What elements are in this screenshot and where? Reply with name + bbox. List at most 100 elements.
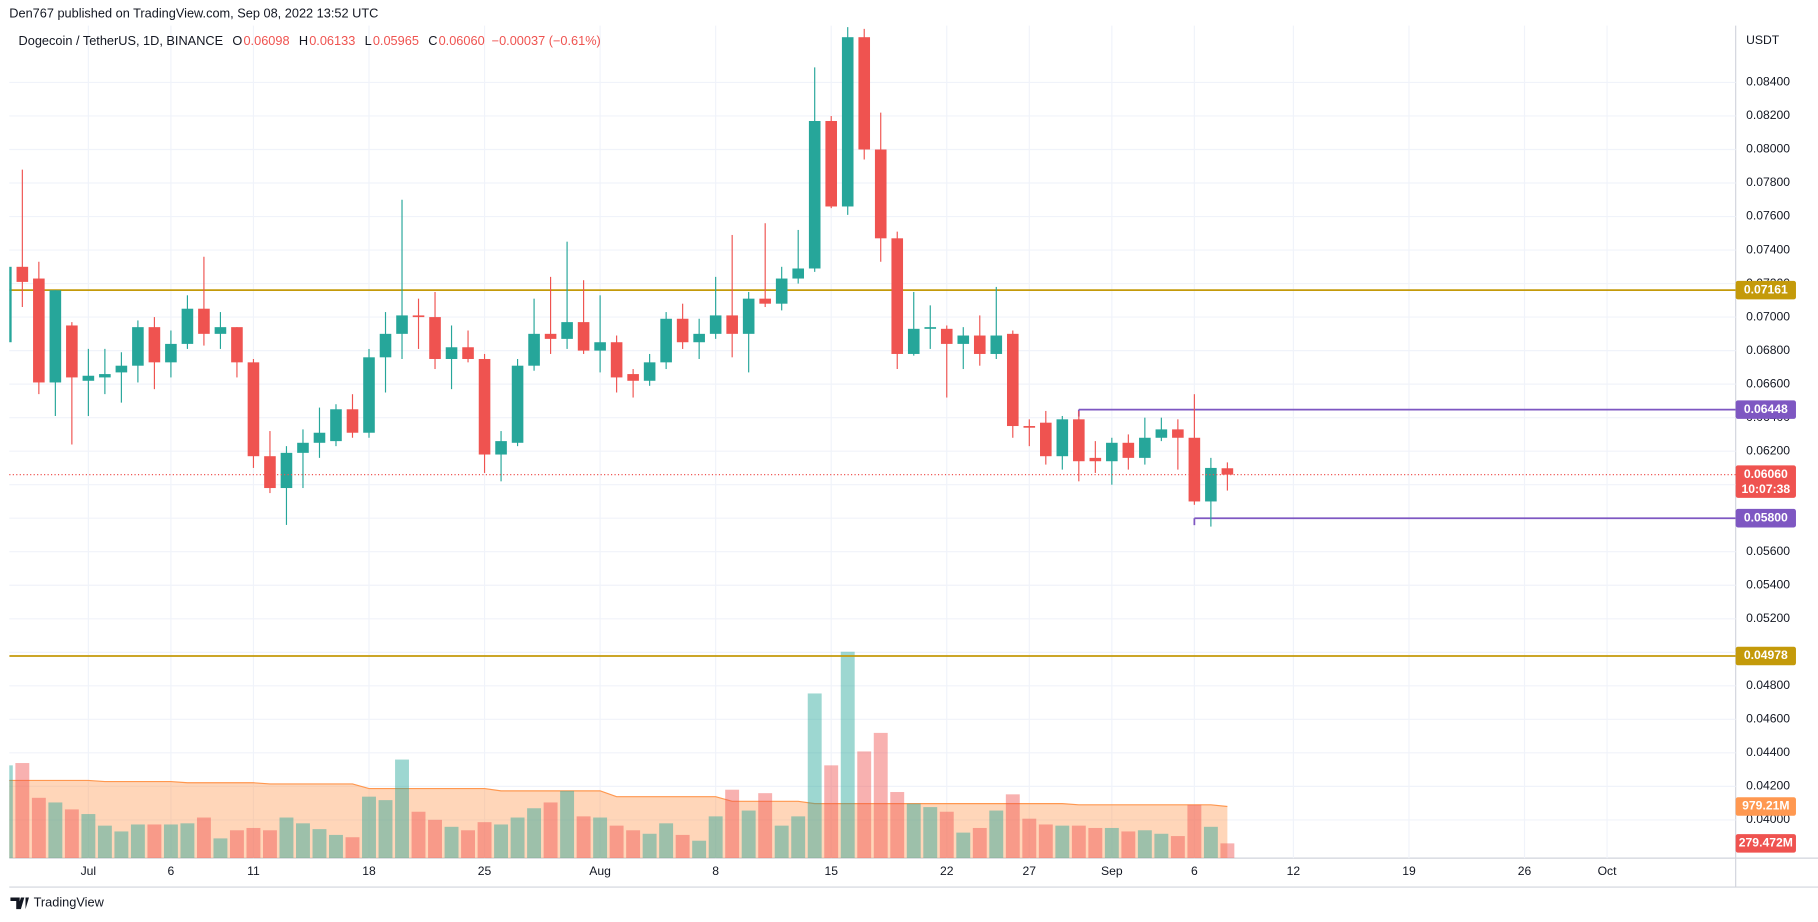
candle-body [280, 452, 293, 489]
volume-bar [130, 824, 145, 859]
candle-body [231, 327, 243, 363]
level-label: 0.06448 [1744, 402, 1788, 416]
candle-body [726, 315, 738, 334]
x-tick-label: 6 [168, 864, 175, 878]
volume-bar [428, 819, 442, 859]
volume-bar [857, 751, 872, 859]
volume-bar [1203, 826, 1218, 859]
volume-bar [642, 833, 657, 859]
y-tick-label: 0.04200 [1746, 779, 1790, 793]
volume-bar [593, 817, 608, 859]
x-tick-label: Sep [1101, 864, 1123, 878]
candle-body [891, 238, 904, 354]
volume-bar [1104, 827, 1119, 859]
volume-bar [196, 817, 211, 859]
candle-body [693, 333, 705, 343]
volume-bar [890, 792, 905, 859]
legend-item: L [365, 33, 372, 48]
volume-bar [923, 807, 938, 859]
candle-body [841, 37, 854, 207]
candle-body [577, 322, 590, 351]
volume-bar [81, 814, 96, 859]
x-tick-label: 12 [1287, 864, 1301, 878]
level-label-box [1735, 508, 1796, 528]
candle-body [264, 456, 276, 489]
y-tick-label: 0.08000 [1746, 142, 1790, 156]
candle-body [792, 268, 804, 279]
candle-body [594, 342, 606, 351]
level-label: 0.05800 [1744, 510, 1788, 524]
candle-body [115, 365, 128, 373]
volume-bar [147, 824, 162, 859]
legend: Dogecoin / TetherUS, 1D, BINANCE O0.06098… [19, 33, 601, 48]
candle-body [363, 357, 375, 433]
candle-body [709, 315, 722, 334]
volume-bar [675, 834, 690, 859]
volume-bar [1121, 831, 1136, 859]
volume-bar [1005, 794, 1020, 859]
level-label: 0.04978 [1744, 648, 1788, 662]
legend-item: 0.06133 [309, 33, 355, 48]
candle-body [132, 327, 144, 366]
legend-item: −0.00037 (−0.61%) [492, 33, 601, 48]
candle-body [214, 327, 227, 334]
candle-body [973, 335, 986, 354]
level-label-box [1735, 280, 1796, 300]
candle-body [561, 322, 573, 339]
candle-body [660, 318, 672, 363]
candle-body [82, 375, 95, 381]
candle-body [445, 347, 458, 359]
candle-body [9, 266, 12, 343]
publisher: Den767 published on TradingView.com, Sep… [9, 5, 378, 20]
candle-body [957, 335, 970, 344]
y-tick-label: 0.07000 [1746, 309, 1790, 323]
candle-body [1089, 457, 1102, 462]
candle-body [396, 315, 408, 334]
candle-body [759, 298, 771, 304]
volume-bar [758, 793, 773, 859]
volume-bar [97, 825, 112, 859]
legend-item: Dogecoin / TetherUS, 1D, BINANCE [19, 33, 224, 48]
volume-bar [477, 822, 492, 859]
x-tick-label: 15 [824, 864, 838, 878]
volume-bar [1154, 833, 1169, 859]
x-tick-label: 22 [940, 864, 954, 878]
candle-body [330, 409, 342, 442]
volume-bar [15, 763, 30, 859]
volume-bar [1088, 827, 1103, 859]
candle-body [742, 298, 755, 334]
volume-bar [774, 825, 789, 859]
volume-bar [659, 823, 674, 859]
volume-bar [329, 834, 343, 859]
candle-body [610, 342, 623, 378]
candle-body [544, 333, 557, 339]
candle-body [1221, 468, 1234, 475]
currency: USDT [1746, 33, 1780, 47]
volume-bar [444, 826, 459, 859]
candle-body [462, 347, 474, 359]
volume-bar [741, 810, 756, 859]
candle-body [49, 290, 62, 383]
volume-bar [180, 823, 195, 859]
volume-bar [989, 810, 1004, 859]
candle-body [1139, 437, 1151, 458]
candle-body [99, 374, 111, 378]
x-tick-label: Aug [589, 864, 611, 878]
candle-body [247, 362, 260, 457]
y-tick-label: 0.08200 [1746, 108, 1790, 122]
candle-body [1188, 437, 1201, 502]
volume-bar [9, 765, 13, 859]
brand: TradingView [34, 895, 105, 910]
x-tick-label: 8 [712, 864, 719, 878]
candle-body [181, 308, 194, 344]
candle-body [940, 328, 953, 344]
x-tick-label: 27 [1023, 864, 1037, 878]
candle-body [924, 327, 937, 329]
volume-bar [956, 832, 971, 859]
volume-bar [1170, 836, 1185, 859]
candle-body [676, 318, 689, 343]
volume-bar [1022, 818, 1037, 859]
volume-bar [461, 830, 476, 859]
y-tick-label: 0.07800 [1746, 175, 1790, 189]
volume-bar [873, 732, 888, 859]
